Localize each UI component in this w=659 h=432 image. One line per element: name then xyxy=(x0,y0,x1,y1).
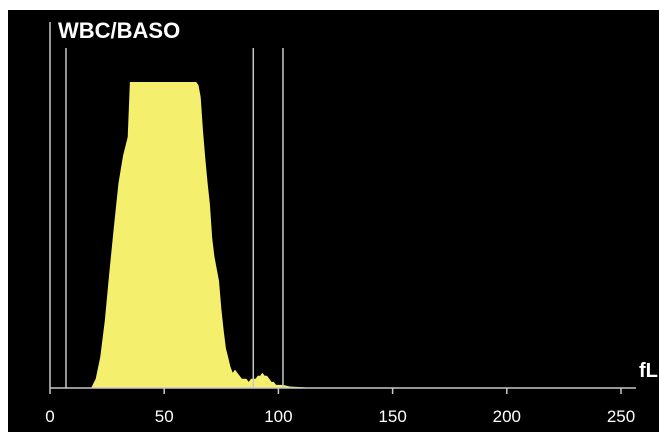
histogram-area-0 xyxy=(91,82,313,388)
x-axis-label: fL xyxy=(639,360,658,382)
x-tick-label-200: 200 xyxy=(493,407,521,426)
chart-title: WBC/BASO xyxy=(58,18,180,43)
x-tick-label-100: 100 xyxy=(264,407,292,426)
x-tick-label-50: 50 xyxy=(155,407,174,426)
x-tick-label-0: 0 xyxy=(45,407,54,426)
x-tick-label-250: 250 xyxy=(607,407,635,426)
x-tick-label-150: 150 xyxy=(378,407,406,426)
